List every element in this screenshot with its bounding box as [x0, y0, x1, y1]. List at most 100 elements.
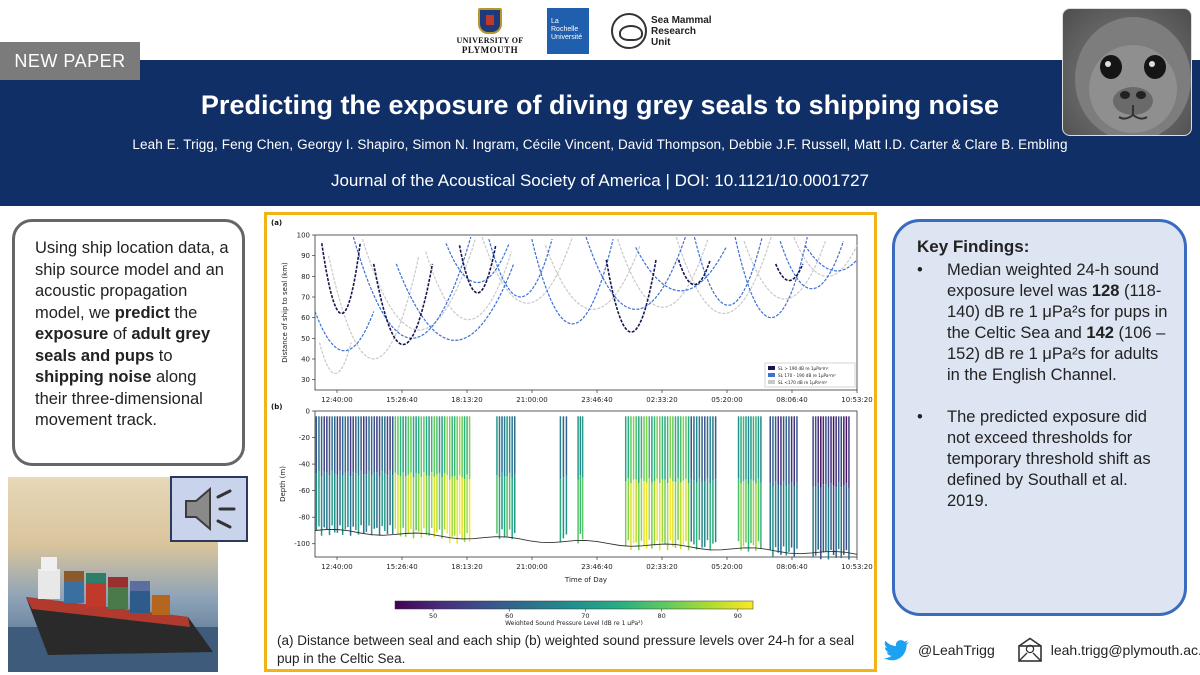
- x-tick-label-b: 21:00:00: [516, 563, 547, 571]
- legend-a-box: [764, 362, 856, 388]
- ship-track-2-5: [544, 245, 641, 311]
- ship-track-2-6: [617, 238, 709, 308]
- x-tick-label-a: 02:33:20: [646, 396, 677, 404]
- ship-track-2-9: [793, 236, 858, 278]
- summary-text-3: of: [108, 325, 132, 343]
- ship-track-0-3: [605, 259, 657, 333]
- y-axis-label-a: Distance of ship to seal (km): [281, 262, 289, 363]
- colorbar-tick-label: 70: [581, 612, 589, 620]
- colorbar-tick-label: 90: [734, 612, 742, 620]
- contact-bar: @LeahTrigg leah.trigg@plymouth.ac.uk: [884, 630, 1200, 670]
- x-tick-label-a: 18:13:20: [451, 396, 482, 404]
- colorbar: [394, 600, 754, 610]
- page-title: Predicting the exposure of diving grey s…: [200, 90, 1000, 120]
- la-rochelle-logo: La Rochelle Université: [547, 8, 589, 54]
- ship-track-1-11: [804, 244, 858, 272]
- colorbar-tick-label: 60: [505, 612, 513, 620]
- seal-face-icon: [1075, 17, 1191, 135]
- finding-1-value-pups: 128: [1091, 282, 1120, 300]
- email-icon[interactable]: [1017, 637, 1043, 663]
- ship-track-0-4: [677, 259, 711, 286]
- x-tick-label-b: 02:33:20: [646, 563, 677, 571]
- y-tick-label-b: -100: [294, 540, 310, 548]
- finding-item: The predicted exposure did not exceed th…: [917, 407, 1168, 512]
- x-tick-label-a: 08:06:40: [776, 396, 807, 404]
- key-findings-box: Key Findings: Median weighted 24-h sound…: [892, 219, 1187, 616]
- summary-emphasis-seals: adult grey seals and pups: [35, 325, 211, 365]
- y-tick-label-a: 100: [297, 232, 310, 240]
- legend-swatch-1: [768, 373, 775, 377]
- y-axis-label-b: Depth (m): [279, 466, 287, 502]
- ship-track-2-7: [675, 236, 772, 315]
- y-tick-label-a: 60: [301, 314, 310, 322]
- y-tick-label-a: 30: [301, 376, 310, 384]
- y-tick-label-a: 80: [301, 273, 310, 281]
- la-rochelle-logo-line-2: Université: [551, 34, 583, 41]
- legend-label: SL 170 - 190 dB re 1μPa²m²: [778, 373, 836, 378]
- author-list: Leah E. Trigg, Feng Chen, Georgy I. Shap…: [132, 137, 1068, 152]
- smru-logo: Sea Mammal Research Unit: [611, 13, 721, 49]
- x-tick-label-a: 10:53:20: [841, 396, 872, 404]
- x-tick-label-b: 05:20:00: [711, 563, 742, 571]
- container-ship-photo: [8, 477, 218, 672]
- x-tick-label-a: 23:46:40: [581, 396, 612, 404]
- x-tick-label-a: 05:20:00: [711, 396, 742, 404]
- legend-swatch-2: [768, 380, 775, 384]
- ship-track-1-9: [734, 236, 808, 319]
- ship-track-1-4: [488, 238, 553, 298]
- journal-citation: Journal of the Acoustical Society of Ame…: [330, 171, 870, 190]
- smru-logo-line-1: Sea Mammal: [651, 14, 712, 26]
- finding-1-text-1: Median weighted 24-h sound exposure leve…: [947, 261, 1159, 300]
- colorbar-tick-label: 50: [429, 612, 437, 620]
- container-ship-icon: [8, 557, 218, 672]
- ship-track-0-2: [458, 245, 497, 294]
- la-rochelle-logo-line-1: La Rochelle: [551, 18, 579, 33]
- panel-b-label: (b): [271, 403, 282, 411]
- finding-item: Median weighted 24-h sound exposure leve…: [917, 260, 1168, 386]
- summary-emphasis-exposure: exposure: [35, 325, 109, 343]
- legend-label: SL > 190 dB re 1μPa²m²: [778, 366, 829, 371]
- grey-seal-photo: [1062, 8, 1192, 136]
- smru-logo-line-2: Research: [651, 25, 697, 37]
- ship-track-1-1: [352, 236, 472, 339]
- summary-text-2: the: [169, 303, 198, 322]
- ship-track-1-2: [395, 263, 515, 342]
- x-tick-label-a: 15:26:40: [386, 396, 417, 404]
- smru-logo-line-3: Unit: [651, 36, 671, 48]
- legend-label: SL <170 dB re 1μPa²m²: [778, 380, 828, 385]
- seabed-line: [314, 529, 858, 555]
- email-address[interactable]: leah.trigg@plymouth.ac.uk: [1050, 642, 1200, 658]
- y-tick-label-a: 90: [301, 252, 310, 260]
- x-tick-label-b: 23:46:40: [581, 563, 612, 571]
- finding-1-value-adults: 142: [1086, 324, 1114, 342]
- ship-track-1-7: [635, 247, 727, 292]
- figure-chart: (a) 30 40 50 60 70 80 90 100 12:40:00 15:26:40 18:1…: [271, 219, 873, 627]
- x-tick-label-a: 12:40:00: [321, 396, 352, 404]
- y-tick-label-a: 40: [301, 356, 310, 364]
- y-tick-label-a: 50: [301, 335, 310, 343]
- ship-track-1-3: [445, 243, 510, 284]
- y-tick-label-b: 0: [306, 408, 310, 416]
- finding-1-text-3: (106 – 152) dB re 1 μPa²s for adults in …: [947, 324, 1166, 384]
- summary-text-5: along their three-dimensional movement t…: [35, 368, 203, 429]
- figure-caption: (a) Distance between seal and each ship …: [277, 633, 855, 666]
- crest-icon: [478, 7, 502, 34]
- ship-track-2-8: [743, 240, 826, 300]
- x-tick-label-a: 21:00:00: [516, 396, 547, 404]
- y-tick-label-b: -40: [299, 461, 310, 469]
- twitter-icon[interactable]: [884, 639, 910, 661]
- x-axis-label-b: Time of Day: [564, 576, 607, 584]
- ship-track-2-2: [361, 238, 476, 331]
- ship-track-0-1: [372, 263, 434, 346]
- figure-panel: (a) 30 40 50 60 70 80 90 100 12:40:00 15:26:40 18:1…: [264, 212, 877, 672]
- twitter-handle[interactable]: @LeahTrigg: [918, 642, 995, 658]
- y-tick-label-b: -60: [299, 487, 310, 495]
- study-summary: Using ship location data, a ship source …: [12, 219, 245, 466]
- ship-track-1-10: [779, 241, 844, 290]
- x-tick-label-b: 18:13:20: [451, 563, 482, 571]
- plymouth-logo-line-2: PLYMOUTH: [461, 44, 519, 55]
- logo-strip: UNIVERSITY OF PLYMOUTH La Rochelle Unive…: [455, 6, 721, 56]
- ship-track-1-5: [531, 238, 614, 325]
- y-tick-label-b: -20: [299, 434, 310, 442]
- seal-icon: [611, 13, 647, 49]
